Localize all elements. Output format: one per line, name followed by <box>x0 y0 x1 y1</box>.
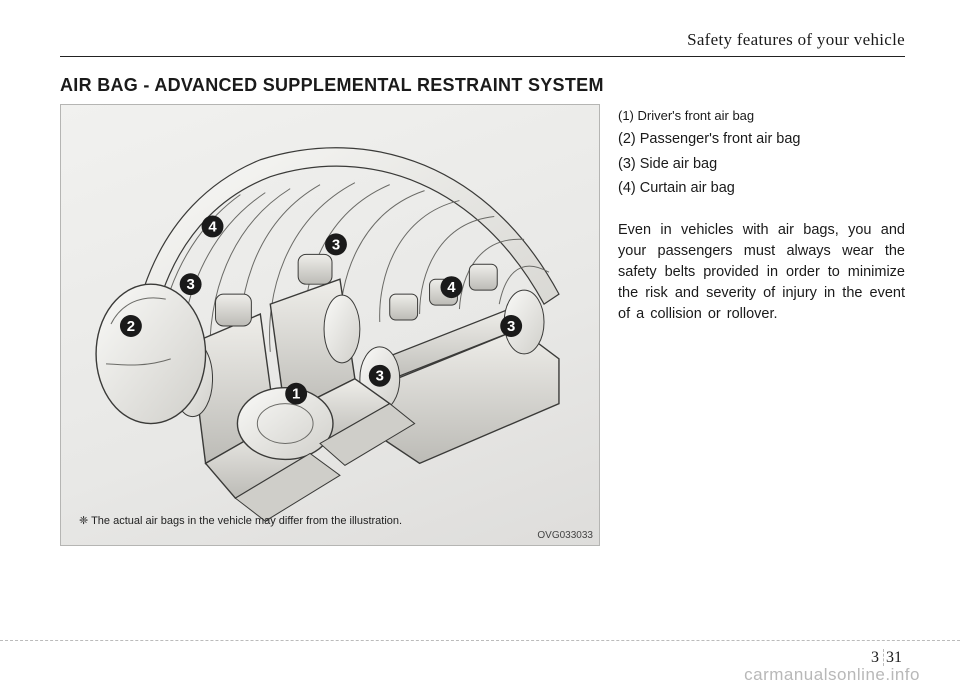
callout-number: 2 <box>127 318 135 335</box>
legend-item-4: (4) Curtain air bag <box>618 177 905 199</box>
watermark: carmanualsonline.info <box>744 665 920 685</box>
airbag-diagram-svg: 4 3 3 4 2 3 1 3 <box>61 105 599 545</box>
callout-number: 4 <box>208 218 217 235</box>
header-section-title: Safety features of your vehicle <box>60 30 905 57</box>
chapter-number: 3 <box>871 649 884 666</box>
callout-number: 3 <box>507 318 515 335</box>
airbag-illustration: 4 3 3 4 2 3 1 3 ❈ The actual air bags in the ve… <box>60 104 600 546</box>
legend-item-2: (2) Passenger's front air bag <box>618 128 905 150</box>
figure-code: OVG033033 <box>537 530 593 541</box>
callout-number: 4 <box>447 279 456 296</box>
body-paragraph: Even in vehicles with air bags, you and … <box>618 220 905 325</box>
callout-number: 3 <box>186 276 194 293</box>
page-number-value: 31 <box>886 649 902 666</box>
callout-number: 3 <box>376 368 384 385</box>
callout-number: 3 <box>332 236 340 253</box>
page-title: AIR BAG - ADVANCED SUPPLEMENTAL RESTRAIN… <box>60 75 905 96</box>
legend-item-1: (1) Driver's front air bag <box>618 106 905 126</box>
figure-caption: ❈ The actual air bags in the vehicle may… <box>79 514 402 527</box>
legend-item-3: (3) Side air bag <box>618 153 905 175</box>
airbag-legend-list: (1) Driver's front air bag (2) Passenger… <box>618 106 905 200</box>
callout-number: 1 <box>292 386 300 403</box>
